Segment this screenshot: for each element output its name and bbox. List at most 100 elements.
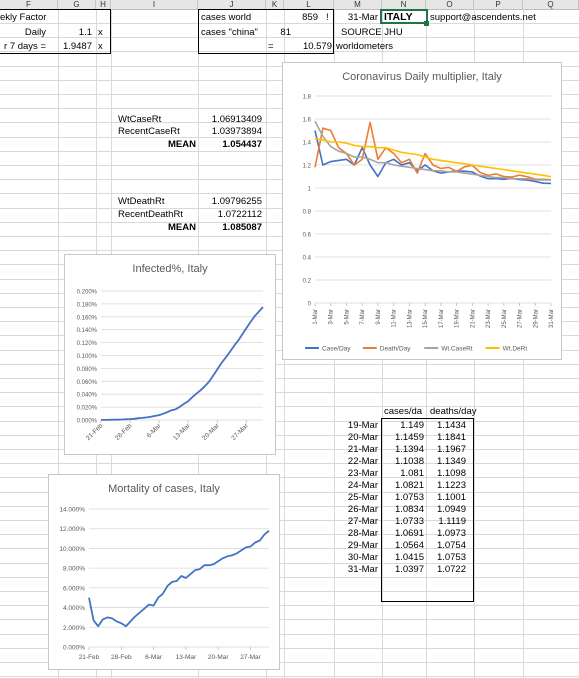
y-tick-label: 0.160%	[77, 315, 98, 321]
row-date[interactable]: 22-Mar	[347, 456, 378, 467]
recent-death-rt-value[interactable]: 1.0722112	[217, 209, 262, 220]
cell-source[interactable]: SOURCE JHU	[341, 27, 403, 38]
row-date[interactable]: 27-Mar	[347, 516, 378, 527]
row-cases[interactable]: 1.0691	[394, 528, 424, 539]
row-cases[interactable]: 1.0821	[394, 480, 424, 491]
row-deaths[interactable]: 1.0949	[436, 504, 466, 515]
column-header-q[interactable]: Q	[523, 0, 579, 9]
row-date[interactable]: 25-Mar	[347, 492, 378, 503]
mean-case-label[interactable]: MEAN	[168, 139, 196, 150]
row-deaths[interactable]: 1.1349	[436, 456, 466, 467]
wt-death-rt-value[interactable]: 1.09796255	[211, 196, 262, 207]
row-cases[interactable]: 1.1459	[394, 432, 424, 443]
row-deaths[interactable]: 1.1001	[436, 492, 466, 503]
row-date[interactable]: 30-Mar	[347, 552, 378, 563]
cell-support-email[interactable]: support@ascendents.net	[430, 12, 536, 23]
recent-case-rt-value[interactable]: 1.03973894	[211, 126, 262, 137]
cell-country[interactable]: ITALY	[384, 11, 413, 23]
column-header-j[interactable]: J	[198, 0, 266, 9]
row-deaths[interactable]: 1.1967	[436, 444, 466, 455]
header-cases-per-day[interactable]: cases/da	[384, 406, 423, 417]
fill-handle[interactable]	[424, 21, 429, 26]
row-date[interactable]: 29-Mar	[347, 540, 378, 551]
row-date[interactable]: 26-Mar	[347, 504, 378, 515]
cell-equals-sign[interactable]: =	[268, 41, 274, 52]
cell-ratio-value[interactable]: 10.579	[302, 41, 332, 52]
cell-source-2[interactable]: worldometers	[336, 41, 394, 52]
recent-death-rt-label[interactable]: RecentDeathRt	[118, 209, 183, 220]
row-cases[interactable]: 1.1394	[394, 444, 424, 455]
cell-cases-china-value[interactable]: 81	[280, 27, 291, 38]
row-deaths[interactable]: 1.1119	[438, 516, 466, 527]
row-date[interactable]: 20-Mar	[347, 432, 378, 443]
row-deaths[interactable]: 1.0753	[436, 552, 466, 563]
column-header-o[interactable]: O	[426, 0, 474, 9]
row-gridline	[0, 520, 579, 521]
cell-seven-days-label[interactable]: r 7 days =	[4, 41, 46, 52]
row-cases[interactable]: 1.0415	[394, 552, 424, 563]
column-header-m[interactable]: M	[334, 0, 382, 9]
y-tick-label: 0.040%	[77, 393, 98, 399]
row-deaths[interactable]: 1.0973	[436, 528, 466, 539]
row-deaths[interactable]: 1.0722	[436, 564, 466, 575]
mean-death-label[interactable]: MEAN	[168, 222, 196, 233]
row-cases[interactable]: 1.0834	[394, 504, 424, 515]
mean-case-value[interactable]: 1.054437	[222, 139, 262, 150]
column-header-k[interactable]: K	[266, 0, 284, 9]
cell-seven-days-x[interactable]: x	[98, 41, 103, 52]
row-cases[interactable]: 1.0397	[394, 564, 424, 575]
infected-percent-chart[interactable]: Infected%, Italy 0.000% 0.020% 0.040% 0.060…	[64, 254, 276, 455]
header-deaths-per-day[interactable]: deaths/day	[430, 406, 477, 417]
row-gridline	[0, 23, 579, 24]
recent-case-rt-label[interactable]: RecentCaseRt	[118, 126, 180, 137]
cell-cases-world-label[interactable]: cases world	[201, 12, 252, 23]
mortality-chart[interactable]: Mortality of cases, Italy 0.000% 2.000% 4.…	[48, 474, 280, 670]
row-deaths[interactable]: 1.1434	[436, 420, 466, 431]
row-deaths[interactable]: 1.0754	[436, 540, 466, 551]
cell-daily-factor[interactable]: 1.1	[78, 27, 92, 38]
row-cases[interactable]: 1.1038	[394, 456, 424, 467]
row-date[interactable]: 24-Mar	[347, 480, 378, 491]
x-tick-label: 17-Mar	[439, 309, 445, 328]
mean-death-value[interactable]: 1.085087	[222, 222, 262, 233]
row-date[interactable]: 23-Mar	[347, 468, 378, 479]
row-date[interactable]: 31-Mar	[347, 564, 378, 575]
row-cases[interactable]: 1.0733	[394, 516, 424, 527]
wt-case-rt-value[interactable]: 1.06913409	[211, 114, 262, 125]
cell-cases-world-flag[interactable]: !	[326, 12, 329, 23]
column-header-i[interactable]: I	[111, 0, 198, 9]
daily-multiplier-chart[interactable]: Coronavirus Daily multiplier, Italy 0 0.2…	[282, 62, 562, 360]
cell-date[interactable]: 31-Mar	[347, 12, 378, 23]
column-header-g[interactable]: G	[58, 0, 96, 9]
row-gridline	[0, 421, 579, 422]
row-date[interactable]: 28-Mar	[347, 528, 378, 539]
row-cases[interactable]: 1.149	[400, 420, 424, 431]
row-date[interactable]: 19-Mar	[347, 420, 378, 431]
row-cases[interactable]: 1.081	[400, 468, 424, 479]
column-header-n[interactable]: N	[382, 0, 426, 9]
row-date[interactable]: 21-Mar	[347, 444, 378, 455]
column-header-l[interactable]: L	[284, 0, 334, 9]
row-cases[interactable]: 1.0564	[394, 540, 424, 551]
row-gridline	[0, 605, 579, 606]
cell-daily-label[interactable]: Daily	[24, 27, 46, 38]
row-cases[interactable]: 1.0753	[394, 492, 424, 503]
y-tick-label: 8.000%	[63, 566, 85, 573]
wt-case-rt-label[interactable]: WtCaseRt	[118, 114, 162, 125]
row-deaths[interactable]: 1.1841	[436, 432, 466, 443]
cell-cases-world-value[interactable]: 859	[302, 12, 318, 23]
row-deaths[interactable]: 1.1098	[436, 468, 466, 479]
y-tick-label: 0.080%	[77, 367, 98, 373]
legend-item: Case/Day	[322, 346, 351, 353]
cell-weekly-factor-label[interactable]: ekly Factor	[0, 12, 47, 23]
column-gridline	[58, 9, 59, 678]
column-header-f[interactable]: F	[0, 0, 58, 9]
cell-daily-x[interactable]: x	[98, 27, 103, 38]
column-header-h[interactable]: H	[96, 0, 111, 9]
row-deaths[interactable]: 1.1223	[436, 480, 466, 491]
column-header-p[interactable]: P	[474, 0, 523, 9]
wt-death-rt-label[interactable]: WtDeathRt	[118, 196, 165, 207]
x-tick-label: 13-Mar	[172, 422, 192, 442]
cell-cases-china-label[interactable]: cases "china"	[201, 27, 258, 38]
cell-seven-days-factor[interactable]: 1.9487	[62, 41, 92, 52]
